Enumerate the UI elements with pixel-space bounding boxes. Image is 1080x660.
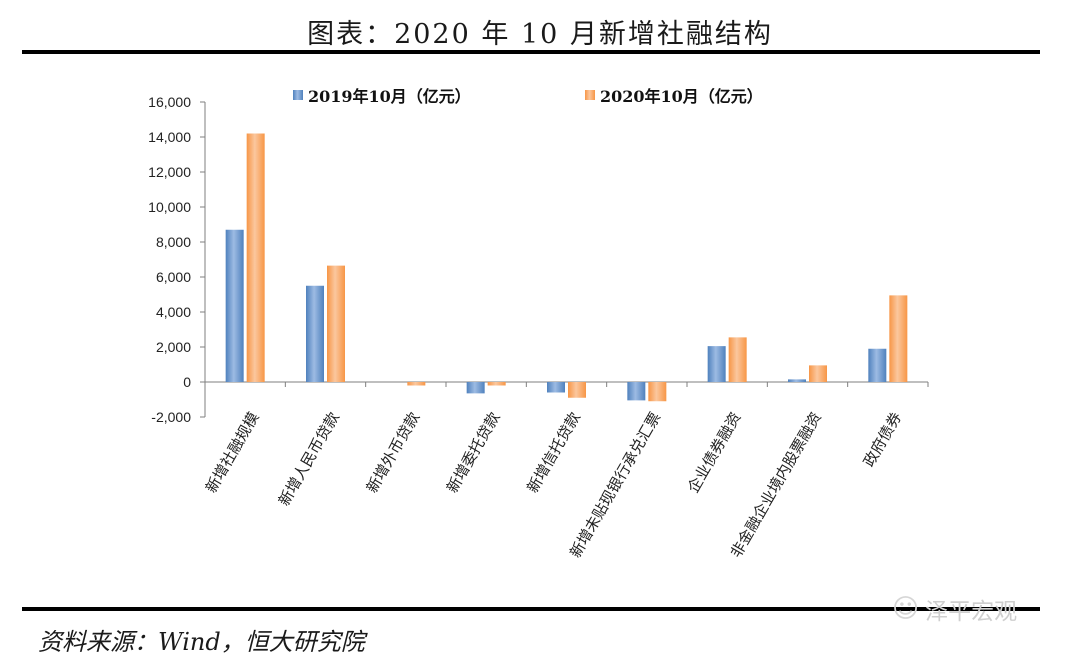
bar <box>547 382 565 393</box>
y-tick-label: 0 <box>183 374 191 390</box>
legend-label: 2019年10月（亿元） <box>308 87 471 106</box>
bar <box>648 382 667 402</box>
legend-swatch <box>585 90 595 100</box>
x-tick-label: 新增外币贷款 <box>363 409 424 496</box>
bottom-rule <box>22 607 1040 611</box>
legend-label: 2020年10月（亿元） <box>600 87 763 106</box>
source-note: 资料来源：Wind，恒大研究院 <box>38 628 365 656</box>
x-tick-label: 新增信托贷款 <box>523 409 584 496</box>
bar <box>788 379 806 382</box>
y-tick-label: 8,000 <box>156 234 191 250</box>
bar <box>246 133 265 382</box>
bar <box>728 337 747 382</box>
y-tick-label: -2,000 <box>151 409 191 425</box>
x-tick-label: 政府债券 <box>860 409 906 470</box>
bar <box>809 365 827 382</box>
chart-title: 图表：2020 年 10 月新增社融结构 <box>307 19 773 50</box>
bar <box>225 229 244 382</box>
y-tick-label: 12,000 <box>148 164 191 180</box>
top-rule <box>22 50 1040 54</box>
x-tick-label: 企业债券融资 <box>684 409 745 496</box>
legend-swatch <box>293 90 303 100</box>
bar <box>487 382 506 386</box>
x-tick-label: 新增人民币贷款 <box>275 409 343 509</box>
bar <box>868 348 887 382</box>
bar <box>327 265 345 382</box>
y-tick-label: 10,000 <box>148 199 191 215</box>
bar-chart: -2,000 0 2,000 4,000 6,000 8,000 10,000 12,000 1… <box>148 87 929 561</box>
y-tick-label: 2,000 <box>156 339 191 355</box>
wechat-icon: ☺ <box>892 594 920 624</box>
bar <box>568 382 586 398</box>
bar <box>707 346 726 382</box>
watermark-text: 泽平宏观 <box>925 599 1018 625</box>
bar <box>407 382 426 386</box>
x-tick-label: 新增社融规模 <box>202 409 263 496</box>
x-tick-label: 新增未贴现银行承兑汇票 <box>566 409 664 561</box>
y-tick-label: 16,000 <box>148 94 191 110</box>
x-tick-label: 非金融企业境内股票融资 <box>727 409 825 561</box>
x-tick-label: 新增委托贷款 <box>443 409 504 496</box>
y-tick-label: 4,000 <box>156 304 191 320</box>
watermark: ☺ 泽平宏观 <box>892 592 1017 626</box>
bar <box>627 382 646 401</box>
y-tick-label: 6,000 <box>156 269 191 285</box>
bar <box>306 285 324 382</box>
y-tick-label: 14,000 <box>148 129 191 145</box>
bar <box>889 295 908 382</box>
bar <box>466 382 485 394</box>
